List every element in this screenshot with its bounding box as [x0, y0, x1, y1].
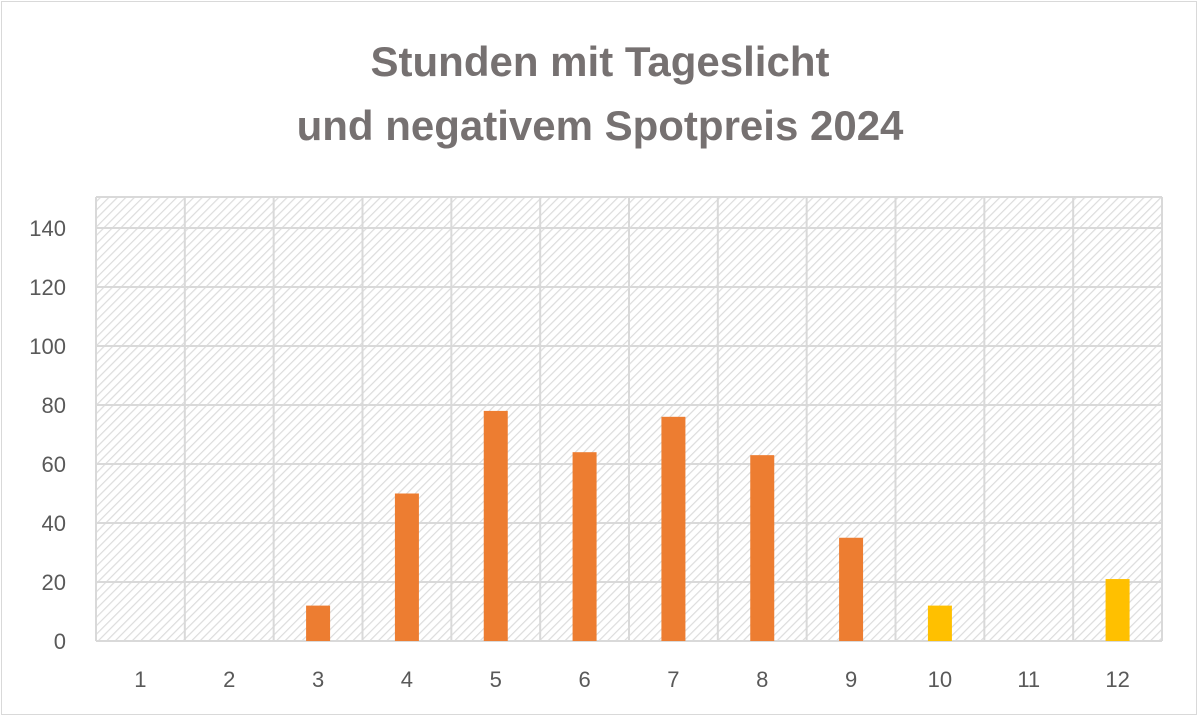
y-tick-label-1: 20 [42, 570, 66, 595]
chart-title: Stunden mit Tageslicht und negativem Spo… [0, 30, 1200, 158]
x-tick-label-10: 10 [928, 667, 952, 692]
chart-title-line-1: Stunden mit Tageslicht [370, 38, 830, 85]
bar-6 [572, 452, 597, 641]
bar-4 [394, 493, 419, 641]
y-tick-label-0: 0 [54, 629, 66, 654]
y-tick-label-7: 140 [29, 216, 66, 241]
y-tick-label-3: 60 [42, 452, 66, 477]
x-tick-label-9: 9 [845, 667, 857, 692]
y-tick-label-5: 100 [29, 334, 66, 359]
x-tick-label-2: 2 [223, 667, 235, 692]
chart-title-line-2: und negativem Spotpreis 2024 [296, 102, 904, 149]
bar-7 [661, 416, 686, 641]
x-tick-label-11: 11 [1017, 667, 1040, 692]
x-tick-label-5: 5 [490, 667, 502, 692]
bar-5 [483, 410, 508, 641]
bar-3 [306, 605, 331, 641]
y-tick-label-4: 80 [42, 393, 66, 418]
x-tick-label-4: 4 [401, 667, 413, 692]
x-tick-label-7: 7 [667, 667, 679, 692]
y-tick-label-2: 40 [42, 511, 66, 536]
bar-8 [750, 455, 775, 641]
x-tick-label-8: 8 [756, 667, 768, 692]
x-tick-label-3: 3 [312, 667, 324, 692]
y-tick-label-6: 120 [29, 275, 66, 300]
x-tick-label-6: 6 [578, 667, 590, 692]
bar-12 [1105, 579, 1130, 641]
x-tick-label-1: 1 [134, 667, 146, 692]
bar-10 [927, 605, 952, 641]
x-tick-label-12: 12 [1105, 667, 1129, 692]
bar-9 [839, 537, 864, 641]
